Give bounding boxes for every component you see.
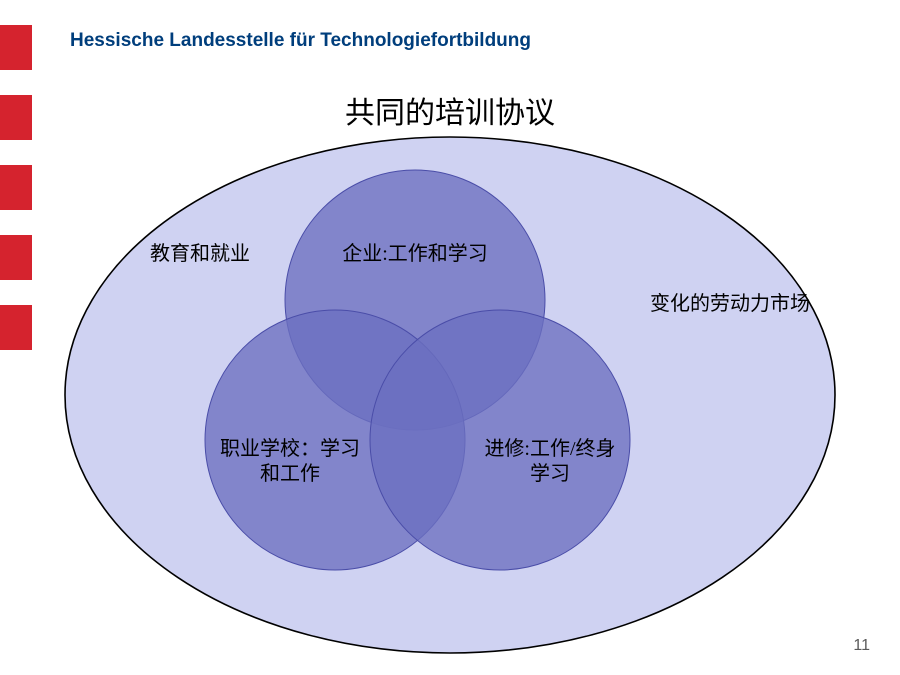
venn-label-right-line2: 学习 bbox=[530, 462, 570, 485]
page-number: 11 bbox=[853, 637, 870, 655]
venn-diagram: 企业:工作和学习 职业学校：学习 和工作 进修:工作/终身 学习 教育和就业 变… bbox=[0, 0, 900, 675]
venn-label-left-line1: 职业学校：学习 bbox=[220, 437, 360, 460]
venn-label-left-line2: 和工作 bbox=[260, 462, 320, 485]
venn-label-top: 企业:工作和学习 bbox=[342, 242, 488, 265]
outer-label-left: 教育和就业 bbox=[150, 242, 250, 265]
outer-label-right: 变化的劳动力市场 bbox=[650, 292, 810, 315]
venn-label-right-line1: 进修:工作/终身 bbox=[484, 437, 615, 460]
